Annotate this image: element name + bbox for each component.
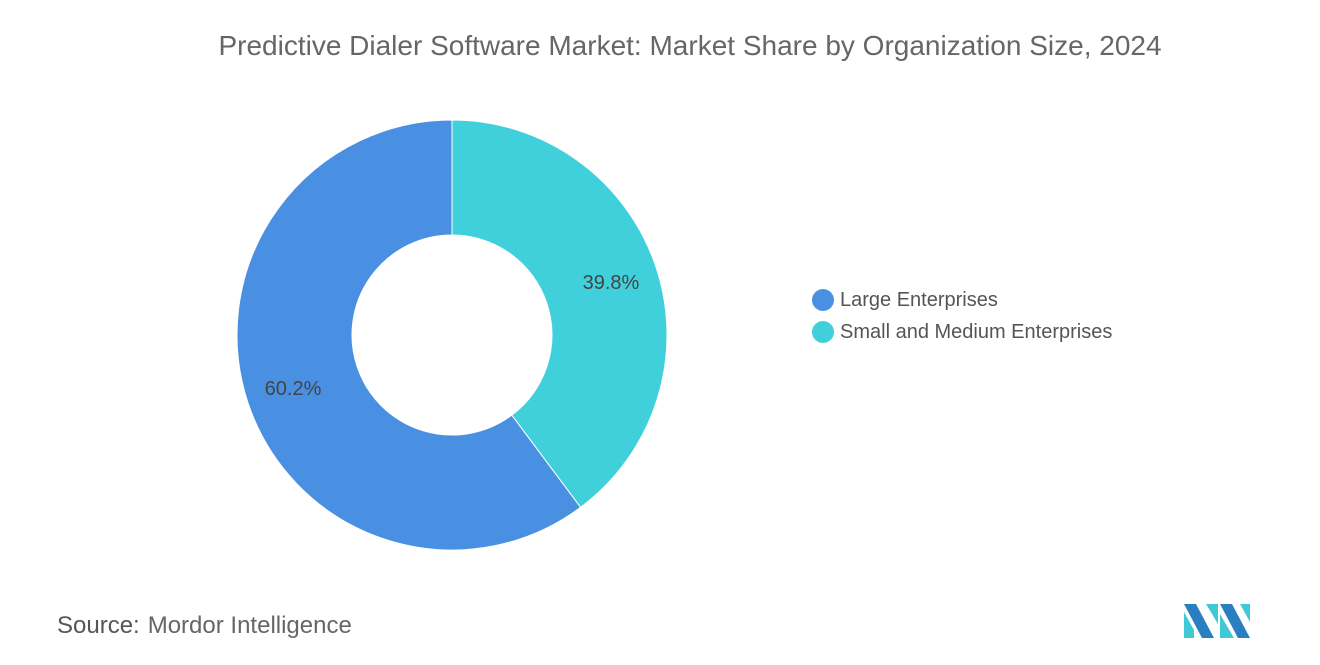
mordor-intelligence-logo	[1184, 604, 1250, 638]
legend: Large Enterprises Small and Medium Enter…	[812, 284, 1112, 348]
data-label: 39.8%	[583, 272, 640, 294]
legend-swatch	[812, 289, 834, 311]
legend-item-sme[interactable]: Small and Medium Enterprises	[812, 316, 1112, 348]
source: Source: Mordor Intelligence	[57, 612, 352, 640]
legend-swatch	[812, 321, 834, 343]
source-value: Mordor Intelligence	[147, 612, 352, 639]
slice-large-enterprises	[236, 119, 582, 551]
legend-label: Small and Medium Enterprises	[840, 320, 1113, 343]
legend-label: Large Enterprises	[840, 288, 998, 311]
legend-item-large-enterprises[interactable]: Large Enterprises	[812, 284, 1112, 316]
slice-small-and-medium-enterprises	[451, 119, 668, 509]
data-label: 60.2%	[265, 378, 322, 400]
source-label: Source:	[57, 612, 140, 639]
chart-title: Predictive Dialer Software Market: Marke…	[218, 30, 1162, 61]
